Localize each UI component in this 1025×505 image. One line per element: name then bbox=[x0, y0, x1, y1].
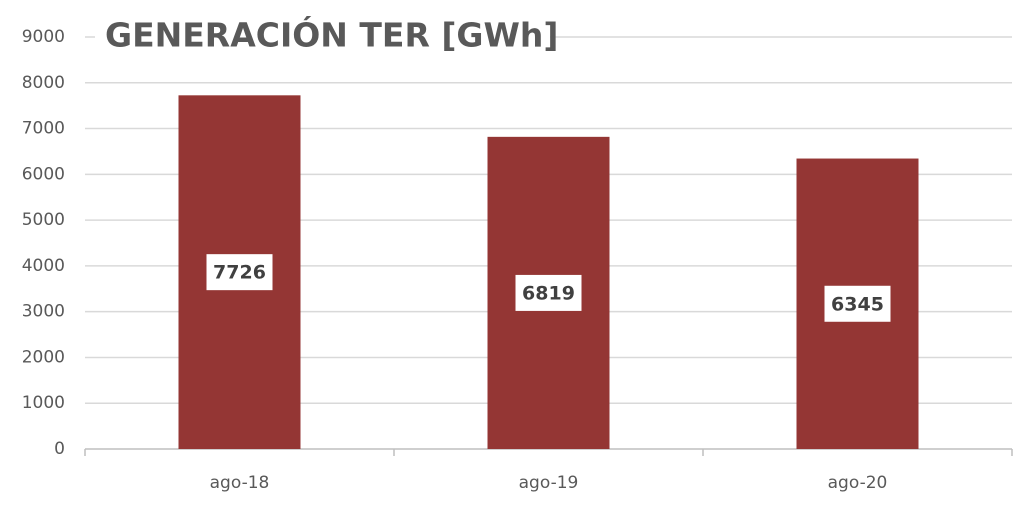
x-tick-label: ago-18 bbox=[210, 473, 270, 493]
y-tick-label: 4000 bbox=[22, 256, 65, 276]
y-tick-label: 5000 bbox=[22, 210, 65, 230]
x-tick-label: ago-20 bbox=[828, 473, 888, 493]
y-tick-label: 0 bbox=[54, 439, 65, 459]
y-tick-label: 3000 bbox=[22, 302, 65, 322]
chart-title: GENERACIÓN TER [GWh] bbox=[105, 15, 559, 55]
y-tick-label: 6000 bbox=[22, 164, 65, 184]
y-tick-label: 7000 bbox=[22, 119, 65, 139]
data-label: 6819 bbox=[522, 282, 575, 304]
data-label: 6345 bbox=[831, 293, 884, 315]
data-label-background bbox=[824, 285, 891, 322]
y-tick-label: 8000 bbox=[22, 73, 65, 93]
data-label-background bbox=[515, 274, 582, 311]
y-tick-label: 9000 bbox=[22, 27, 65, 47]
title-background bbox=[95, 10, 550, 62]
plot: ago-18 7726 ago-19 6819 ago-20 6345 bbox=[178, 95, 919, 493]
data-label: 7726 bbox=[213, 262, 266, 284]
y-tick-label: 1000 bbox=[22, 393, 65, 413]
y-tick-label: 2000 bbox=[22, 347, 65, 367]
data-label-background bbox=[206, 254, 273, 291]
x-tick-label: ago-19 bbox=[519, 473, 579, 493]
